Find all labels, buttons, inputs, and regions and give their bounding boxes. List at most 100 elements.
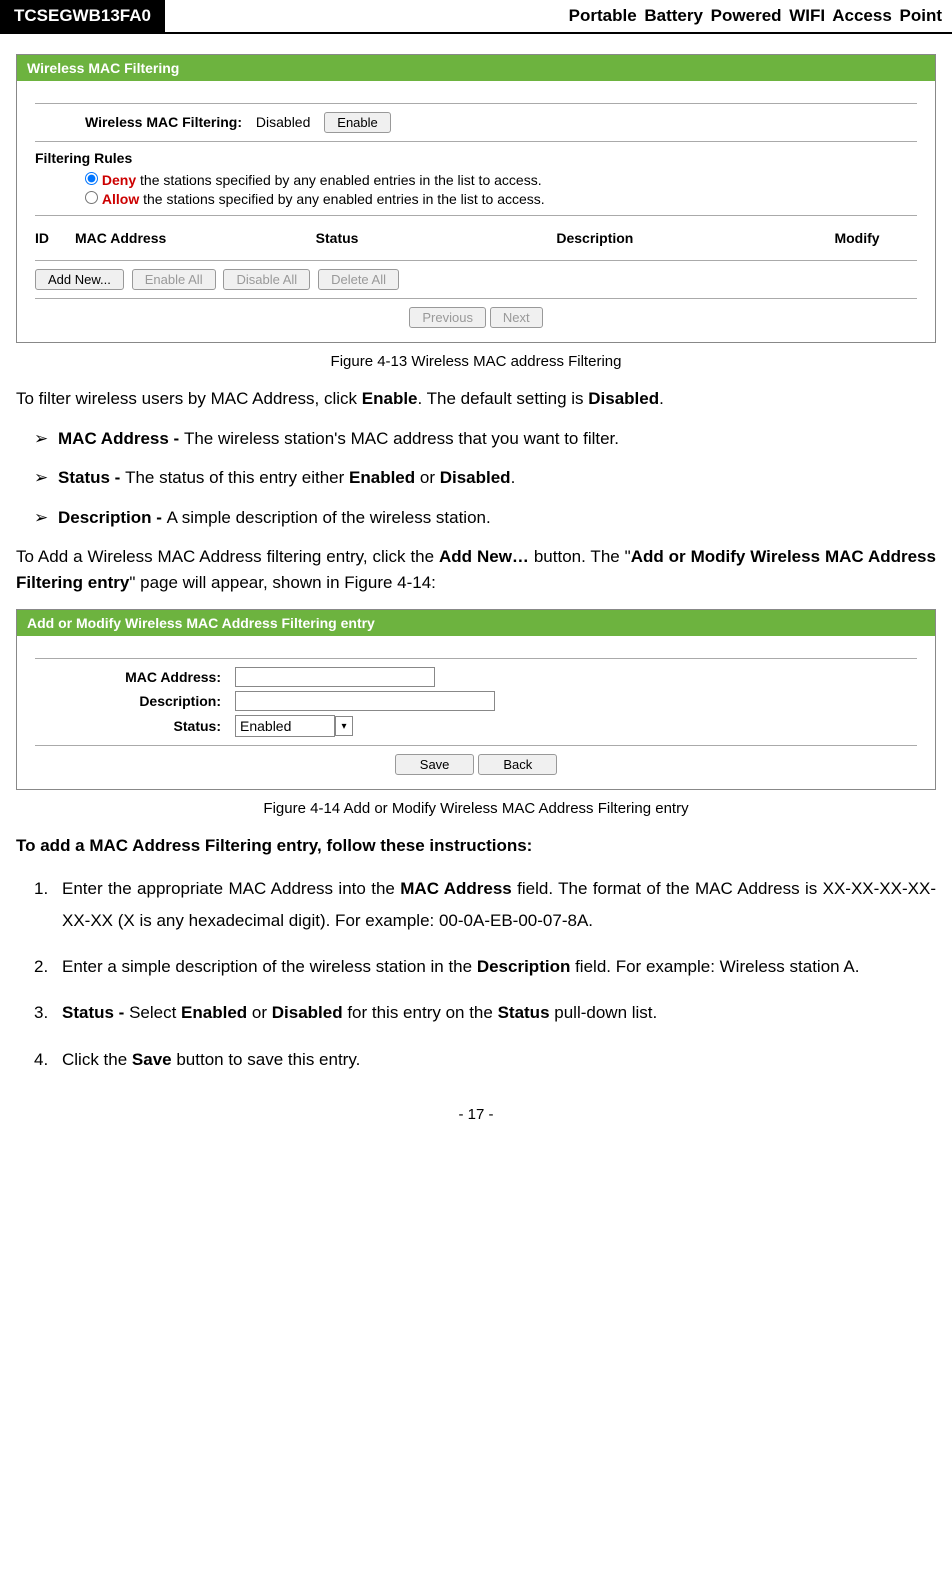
filter-intro-text: To filter wireless users by MAC Address,…: [16, 386, 936, 412]
text-bold: MAC Address: [400, 879, 512, 898]
status-label: Status:: [35, 718, 235, 734]
divider: [35, 745, 917, 746]
step-number: 2.: [34, 951, 62, 983]
bullet-text: The wireless station's MAC address that …: [184, 429, 619, 448]
chevron-down-icon[interactable]: ▾: [335, 716, 353, 736]
enable-all-button[interactable]: Enable All: [132, 269, 216, 290]
add-new-button[interactable]: Add New...: [35, 269, 124, 290]
description-row: Description:: [35, 691, 917, 711]
filtering-rules-heading: Filtering Rules: [35, 150, 917, 166]
step-text: Enter a simple description of the wirele…: [62, 951, 936, 983]
text-span: . The default setting is: [418, 389, 589, 408]
text-bold: Disabled: [440, 468, 511, 487]
text-bold: Add New…: [439, 547, 529, 566]
text-bold: Status: [498, 1003, 550, 1022]
delete-all-button[interactable]: Delete All: [318, 269, 399, 290]
step-number: 1.: [34, 873, 62, 938]
deny-text: the stations specified by any enabled en…: [136, 172, 541, 188]
text-span: Enter the appropriate MAC Address into t…: [62, 879, 400, 898]
status-select-value: Enabled: [240, 718, 291, 734]
col-description: Description: [556, 230, 797, 246]
screenshot-mac-filtering: Wireless MAC Filtering Wireless MAC Filt…: [16, 54, 936, 343]
divider: [35, 103, 917, 104]
status-row: Status: Enabled ▾: [35, 715, 917, 737]
next-button[interactable]: Next: [490, 307, 543, 328]
step-4: 4. Click the Save button to save this en…: [34, 1044, 936, 1076]
bullet-text: .: [511, 468, 516, 487]
bullet-text: A simple description of the wireless sta…: [167, 508, 491, 527]
page-footer: - 17 -: [0, 1106, 952, 1123]
step-text: Status - Select Enabled or Disabled for …: [62, 997, 936, 1029]
doc-code: TCSEGWB13FA0: [0, 0, 165, 32]
panel-title-bar: Wireless MAC Filtering: [17, 55, 935, 81]
divider: [35, 260, 917, 261]
allow-text: the stations specified by any enabled en…: [139, 191, 544, 207]
doc-title: Portable Battery Powered WIFI Access Poi…: [165, 0, 952, 32]
bullet-label: MAC Address -: [58, 429, 184, 448]
step-text: Click the Save button to save this entry…: [62, 1044, 936, 1076]
deny-label: Deny: [102, 172, 136, 188]
back-button[interactable]: Back: [478, 754, 557, 775]
divider: [35, 215, 917, 216]
bullet-description: Description - A simple description of th…: [34, 505, 936, 531]
enable-button[interactable]: Enable: [324, 112, 390, 133]
text-span: Click the: [62, 1050, 132, 1069]
text-bold: Status -: [62, 1003, 129, 1022]
deny-radio-row[interactable]: Deny the stations specified by any enabl…: [85, 172, 917, 188]
allow-radio-row[interactable]: Allow the stations specified by any enab…: [85, 191, 917, 207]
text-span: pull-down list.: [550, 1003, 658, 1022]
status-select[interactable]: Enabled: [235, 715, 335, 737]
description-label: Description:: [35, 693, 235, 709]
text-bold: Description: [477, 957, 571, 976]
panel-title-bar: Add or Modify Wireless MAC Address Filte…: [17, 610, 935, 636]
step-2: 2. Enter a simple description of the wir…: [34, 951, 936, 983]
filtering-value: Disabled: [256, 114, 310, 130]
step-text: Enter the appropriate MAC Address into t…: [62, 873, 936, 938]
step-number: 4.: [34, 1044, 62, 1076]
divider: [35, 658, 917, 659]
figure-caption-414: Figure 4-14 Add or Modify Wireless MAC A…: [0, 800, 952, 817]
bullet-label: Description -: [58, 508, 167, 527]
disable-all-button[interactable]: Disable All: [223, 269, 310, 290]
save-button[interactable]: Save: [395, 754, 475, 775]
text-span: button. The ": [529, 547, 631, 566]
text-bold: Enabled: [349, 468, 415, 487]
allow-radio[interactable]: [85, 191, 98, 204]
allow-label: Allow: [102, 191, 139, 207]
bullet-mac-address: MAC Address - The wireless station's MAC…: [34, 426, 936, 452]
text-bold: Disabled: [588, 389, 659, 408]
text-span: To Add a Wireless MAC Address filtering …: [16, 547, 439, 566]
col-status: Status: [316, 230, 557, 246]
step-3: 3. Status - Select Enabled or Disabled f…: [34, 997, 936, 1029]
page-header: TCSEGWB13FA0 Portable Battery Powered WI…: [0, 0, 952, 34]
text-bold: Disabled: [272, 1003, 343, 1022]
mac-address-input[interactable]: [235, 667, 435, 687]
table-header-row: ID MAC Address Status Description Modify: [35, 224, 917, 252]
text-span: for this entry on the: [343, 1003, 498, 1022]
mac-address-row: MAC Address:: [35, 667, 917, 687]
pagination-row: Previous Next: [35, 307, 917, 328]
text-bold: Enable: [362, 389, 418, 408]
instructions-heading: To add a MAC Address Filtering entry, fo…: [16, 833, 936, 859]
screenshot-add-modify: Add or Modify Wireless MAC Address Filte…: [16, 609, 936, 790]
bullet-status: Status - The status of this entry either…: [34, 465, 936, 491]
previous-button[interactable]: Previous: [409, 307, 486, 328]
step-1: 1. Enter the appropriate MAC Address int…: [34, 873, 936, 938]
description-input[interactable]: [235, 691, 495, 711]
add-intro-text: To Add a Wireless MAC Address filtering …: [16, 544, 936, 595]
divider: [35, 141, 917, 142]
deny-radio[interactable]: [85, 172, 98, 185]
text-span: or: [247, 1003, 272, 1022]
form-buttons: Save Back: [35, 754, 917, 775]
text-bold: To add a MAC Address Filtering entry, fo…: [16, 836, 532, 855]
bullet-label: Status -: [58, 468, 125, 487]
text-span: button to save this entry.: [172, 1050, 361, 1069]
col-id: ID: [35, 230, 75, 246]
mac-address-label: MAC Address:: [35, 669, 235, 685]
text-span: Select: [129, 1003, 181, 1022]
button-row: Add New... Enable All Disable All Delete…: [35, 269, 917, 290]
text-span: To filter wireless users by MAC Address,…: [16, 389, 362, 408]
text-span: .: [659, 389, 664, 408]
figure-caption-413: Figure 4-13 Wireless MAC address Filteri…: [0, 353, 952, 370]
bullet-text: The status of this entry either: [125, 468, 349, 487]
